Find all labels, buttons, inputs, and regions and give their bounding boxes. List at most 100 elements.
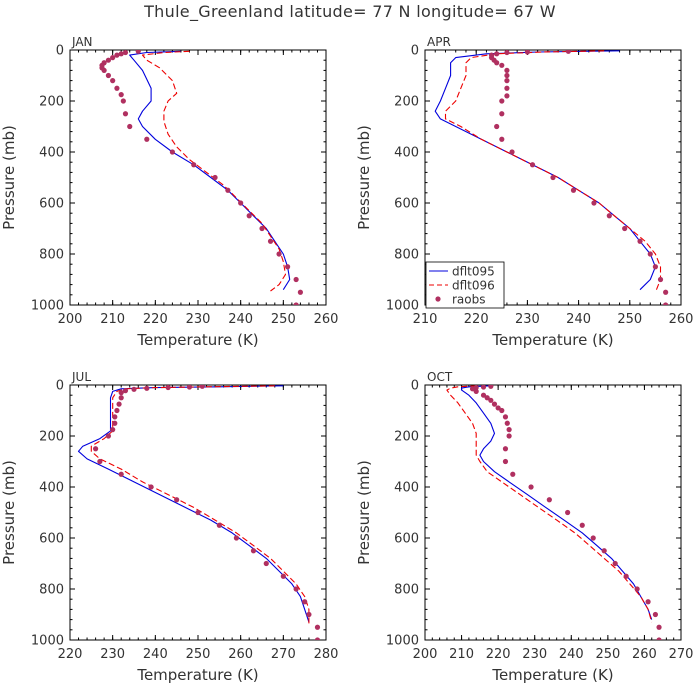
raobs-point [499,98,505,104]
raobs-point [656,624,662,630]
raobs-point [216,522,222,528]
raobs-point [509,149,515,155]
x-tick-label: 200 [58,312,83,327]
x-tick-label: 220 [58,647,83,662]
x-tick-label: 260 [669,312,694,327]
raobs-point [105,433,111,439]
raobs-point [144,136,150,142]
x-axis-label: Temperature (K) [136,331,258,349]
raobs-point [259,225,265,232]
x-tick-label: 210 [100,312,125,327]
x-tick-label: 240 [566,312,591,327]
x-tick-label: 210 [413,312,438,327]
x-tick-label: 230 [100,647,125,662]
raobs-point [191,162,197,168]
raobs-point [263,560,269,567]
x-tick-label: 270 [271,647,296,662]
y-tick-label: 1000 [31,634,64,649]
raobs-point [225,187,231,193]
raobs-point [110,55,116,61]
raobs-point [114,52,120,58]
x-tick-label: 220 [464,312,489,327]
raobs-point [504,85,510,91]
raobs-point [306,611,312,618]
series-line-dflt096 [90,385,310,625]
raobs-point [293,586,299,592]
raobs-point [199,385,205,389]
raobs-point [118,92,124,98]
series-line-dflt095 [77,385,310,623]
raobs-point [118,51,124,57]
raobs-point [250,548,257,554]
raobs-point [186,385,193,390]
raobs-point [494,51,500,57]
y-tick-label: 200 [39,430,64,445]
x-axis-label: Temperature (K) [491,666,613,684]
raobs-point [484,395,490,401]
legend-label-dflt095: dflt095 [452,265,495,279]
raobs-point [246,213,252,219]
raobs-point [480,392,487,398]
x-tick-label: 250 [595,647,620,662]
chart-panel-oct: 200 210 220 230 240 250 260 270 0 200 400 600 800 100… [355,370,693,684]
x-tick-label: 240 [559,647,584,662]
raobs-point [165,385,171,391]
x-tick-label: 230 [522,647,547,662]
raobs-point [302,599,308,605]
raobs-point [524,50,530,55]
raobs-point [645,599,651,605]
raobs-point [238,200,244,206]
x-tick-label: 210 [449,647,474,662]
legend-label-raobs: raobs [452,293,486,307]
raobs-point [502,414,509,420]
raobs-point [488,397,494,403]
raobs-point [114,85,120,91]
raobs-point [122,111,129,117]
raobs-point [647,251,653,257]
raobs-point [652,611,659,618]
raobs-point [504,78,510,84]
raobs-point [494,60,500,66]
raobs-point [97,458,103,465]
y-axis-label: Pressure (mb) [355,460,373,565]
x-tick-label: 220 [143,312,168,327]
x-tick-label: 200 [413,647,438,662]
raobs-point [546,497,552,503]
y-tick-label: 800 [394,248,419,263]
raobs-point [504,72,510,79]
raobs-point [499,136,505,142]
raobs-point [502,458,509,465]
panel-label: APR [427,35,451,49]
y-tick-label: 800 [39,583,64,598]
plot-frame [424,49,682,306]
y-tick-label: 800 [394,583,419,598]
panel-label: OCT [427,370,453,384]
raobs-point [506,433,512,439]
raobs-point [506,427,512,433]
chart-panel-jul: 220 230 240 250 260 270 280 0 200 400 600 800 1000 Te… [0,370,338,684]
panel-label: JAN [71,35,93,49]
raobs-point [293,276,299,283]
x-axis-label: Temperature (K) [491,331,613,349]
raobs-point [118,471,124,477]
y-tick-label: 600 [394,532,419,547]
raobs-point [504,93,510,99]
x-tick-label: 260 [632,647,657,662]
raobs-point [131,386,137,392]
y-tick-label: 0 [411,379,419,394]
raobs-point [297,289,303,295]
panel-label: JUL [71,370,91,384]
raobs-point [570,187,577,193]
raobs-point [634,586,640,592]
raobs-point [510,471,516,477]
series-line-dflt095 [461,385,653,620]
raobs-point [502,446,509,452]
raobs-point [148,484,154,490]
raobs-point [529,162,536,168]
raobs-point [120,98,126,104]
y-tick-label: 600 [394,197,419,212]
raobs-point [491,401,498,407]
x-tick-label: 270 [669,647,694,662]
